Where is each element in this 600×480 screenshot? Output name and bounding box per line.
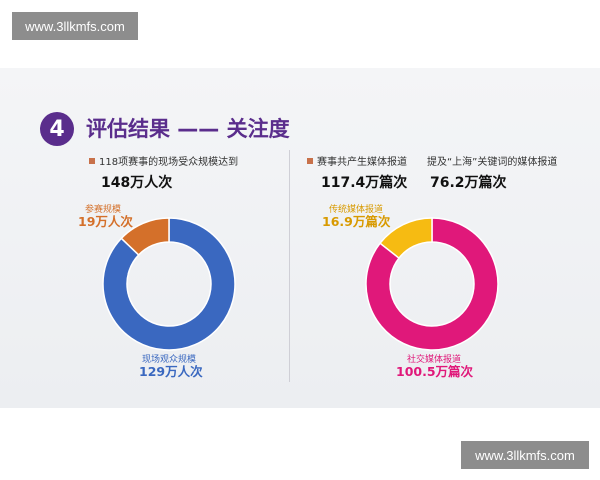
- donut-chart-right: [365, 217, 499, 351]
- chart1-slice-1: [379, 217, 433, 260]
- chart0-value-label-0: 129万人次: [139, 364, 203, 379]
- chart1-label-0: 社交媒体报道: [407, 355, 462, 365]
- section-title: 评估结果 —— 关注度: [86, 117, 290, 141]
- keyword-total: 76.2万篇次: [430, 175, 507, 191]
- right-bullet-icon: [307, 158, 313, 164]
- donut-chart-left: [102, 217, 236, 351]
- watermark-bottom: www.3llkmfs.com: [461, 441, 589, 469]
- chart0-label-1: 参赛规模: [85, 205, 122, 215]
- divider: [289, 150, 290, 382]
- chart1-slice-0: [365, 217, 499, 351]
- left-bullet-text: 118项赛事的现场受众规模达到: [99, 157, 239, 168]
- section-number-badge: 4: [40, 112, 74, 146]
- keyword-text: 提及“上海”关键词的媒体报道: [427, 157, 558, 168]
- chart0-slice-1: [120, 217, 170, 256]
- chart0-slice-0: [102, 217, 236, 351]
- right-total: 117.4万篇次: [321, 175, 408, 191]
- chart1-value-label-0: 100.5万篇次: [396, 364, 474, 379]
- chart1-value-label-1: 16.9万篇次: [322, 214, 391, 229]
- left-bullet-icon: [89, 158, 95, 164]
- chart0-label-0: 现场观众规模: [142, 355, 197, 365]
- left-total: 148万人次: [101, 175, 173, 191]
- chart0-value-label-1: 19万人次: [78, 214, 133, 229]
- slide-background: [0, 68, 600, 408]
- right-bullet-text: 赛事共产生媒体报道: [317, 157, 407, 168]
- watermark-top: www.3llkmfs.com: [12, 12, 138, 40]
- chart1-label-1: 传统媒体报道: [329, 205, 384, 215]
